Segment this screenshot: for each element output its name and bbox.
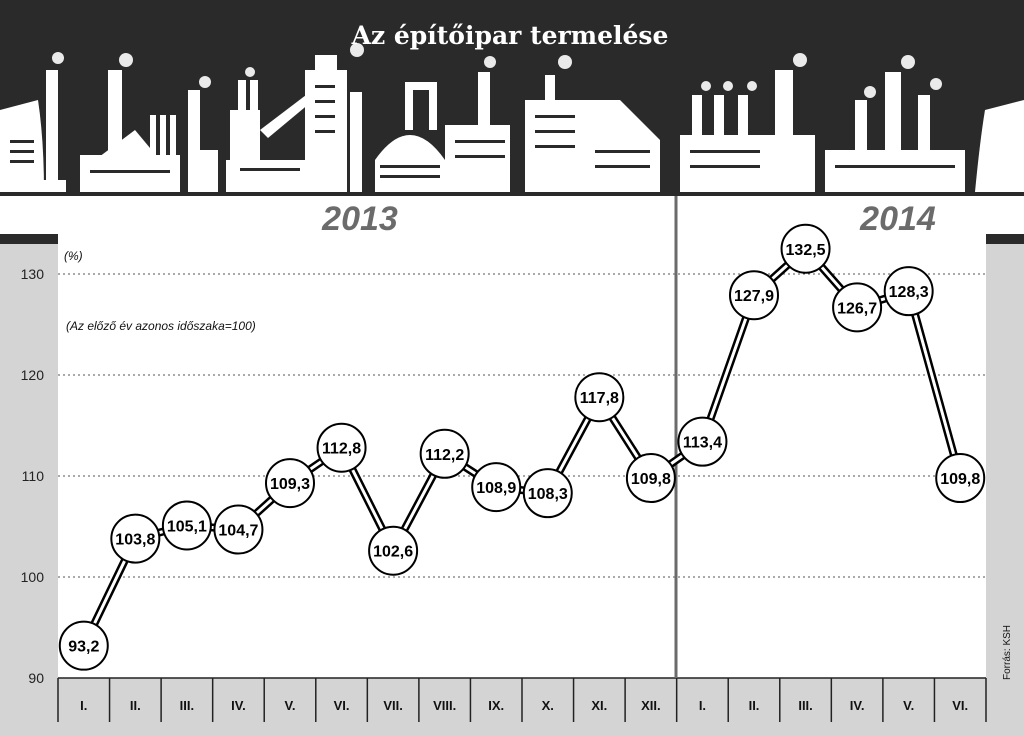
y-tick-label: 100 [21,569,45,585]
y-tick-label: 90 [28,670,44,686]
data-label: 112,8 [322,441,361,458]
source-note: Forrás: KSH [1002,625,1013,680]
data-label: 128,3 [889,284,929,301]
data-point: 109,3 [265,458,315,509]
x-tick-label: I. [80,698,87,713]
smoke-puffs [52,43,942,98]
data-label: 109,3 [270,476,310,493]
data-point: 128,3 [883,266,934,317]
y-tick-label: 120 [21,367,45,383]
data-point-marker [213,504,264,555]
x-tick-label: X. [542,698,554,713]
x-tick-label: XI. [591,698,607,713]
data-label: 132,5 [786,242,826,259]
data-point: 109,8 [935,453,986,504]
left-margin [0,234,58,735]
x-tick-label: I. [699,698,706,713]
data-label: 127,9 [734,288,774,305]
data-label: 113,4 [683,435,722,452]
data-point: 108,3 [522,468,573,519]
x-tick-label: IX. [488,698,504,713]
data-point: 103,8 [110,513,161,564]
data-point-marker [58,620,109,671]
data-point-marker [832,282,883,333]
data-label: 103,8 [115,532,155,549]
base-note: (Az előző év azonos időszaka=100) [66,319,256,333]
data-point: 102,6 [368,525,419,576]
y-axis: 90 100 110 120 130 [21,266,45,686]
data-point: 109,8 [625,453,676,504]
x-tick-label: IV. [231,698,246,713]
data-point-marker [368,525,419,576]
year-label-2013: 2013 [321,200,398,238]
right-margin [986,234,1024,735]
data-label: 102,6 [373,544,413,561]
data-point-marker [935,453,986,504]
data-point-marker [677,416,728,467]
data-point: 104,7 [213,504,264,555]
series-line-outer [80,243,965,648]
data-point: 117,8 [574,372,625,423]
data-point: 112,2 [419,428,470,479]
data-point-marker [161,500,212,551]
x-tick-label: II. [749,698,760,713]
data-point-marker [471,462,522,513]
x-tick-label: V. [903,698,914,713]
data-point: 112,8 [316,422,367,473]
data-label: 112,2 [425,447,464,464]
x-axis: I. II. III. IV. V. VI. VII. VIII. IX. X. XI. XII. I.… [57,677,987,722]
data-label: 117,8 [580,390,619,407]
factory-windows [10,85,955,178]
data-point-marker [110,513,161,564]
x-tick-label: V. [284,698,295,713]
data-point-marker [265,458,315,509]
data-point-marker [625,453,676,504]
x-tick-label: IV. [850,698,865,713]
data-point-marker [574,372,625,423]
data-point-marker [883,266,934,317]
data-point-marker [522,468,573,519]
data-points: 93,2 103,8 105,1 104,7 109,3 112,8 102,6 112,2 1… [58,223,986,671]
data-label: 104,7 [218,523,258,540]
data-point: 126,7 [832,282,883,333]
year-label-2014: 2014 [859,200,936,238]
data-point-marker [729,270,779,321]
data-point: 127,9 [729,270,779,321]
data-label: 93,2 [68,639,99,656]
x-tick-label: III. [798,698,812,713]
data-point: 93,2 [58,620,109,671]
x-tick-label: VI. [334,698,350,713]
data-point-marker [316,422,367,473]
data-point-marker [419,428,470,479]
data-point: 113,4 [677,416,728,467]
data-label: 105,1 [167,518,207,535]
chart-title: Az építőipar termelése [351,21,669,50]
x-tick-label: VI. [952,698,968,713]
x-tick-label: II. [130,698,141,713]
x-tick-label: VIII. [433,698,456,713]
y-tick-label: 110 [22,468,45,484]
data-point: 132,5 [780,223,831,274]
data-label: 108,3 [528,486,568,503]
data-point: 108,9 [471,462,522,513]
x-tick-label: XII. [641,698,661,713]
data-label: 108,9 [476,480,516,497]
series-line [80,243,965,648]
x-tick-label: VII. [383,698,403,713]
data-point-marker [780,223,831,274]
series-line-inner [82,246,962,647]
data-label: 126,7 [837,300,877,317]
data-point: 105,1 [161,500,212,551]
unit-label: (%) [64,249,83,263]
data-label: 109,8 [631,471,671,488]
x-tick-label: III. [180,698,194,713]
y-tick-label: 130 [21,266,45,282]
data-label: 109,8 [940,471,980,488]
